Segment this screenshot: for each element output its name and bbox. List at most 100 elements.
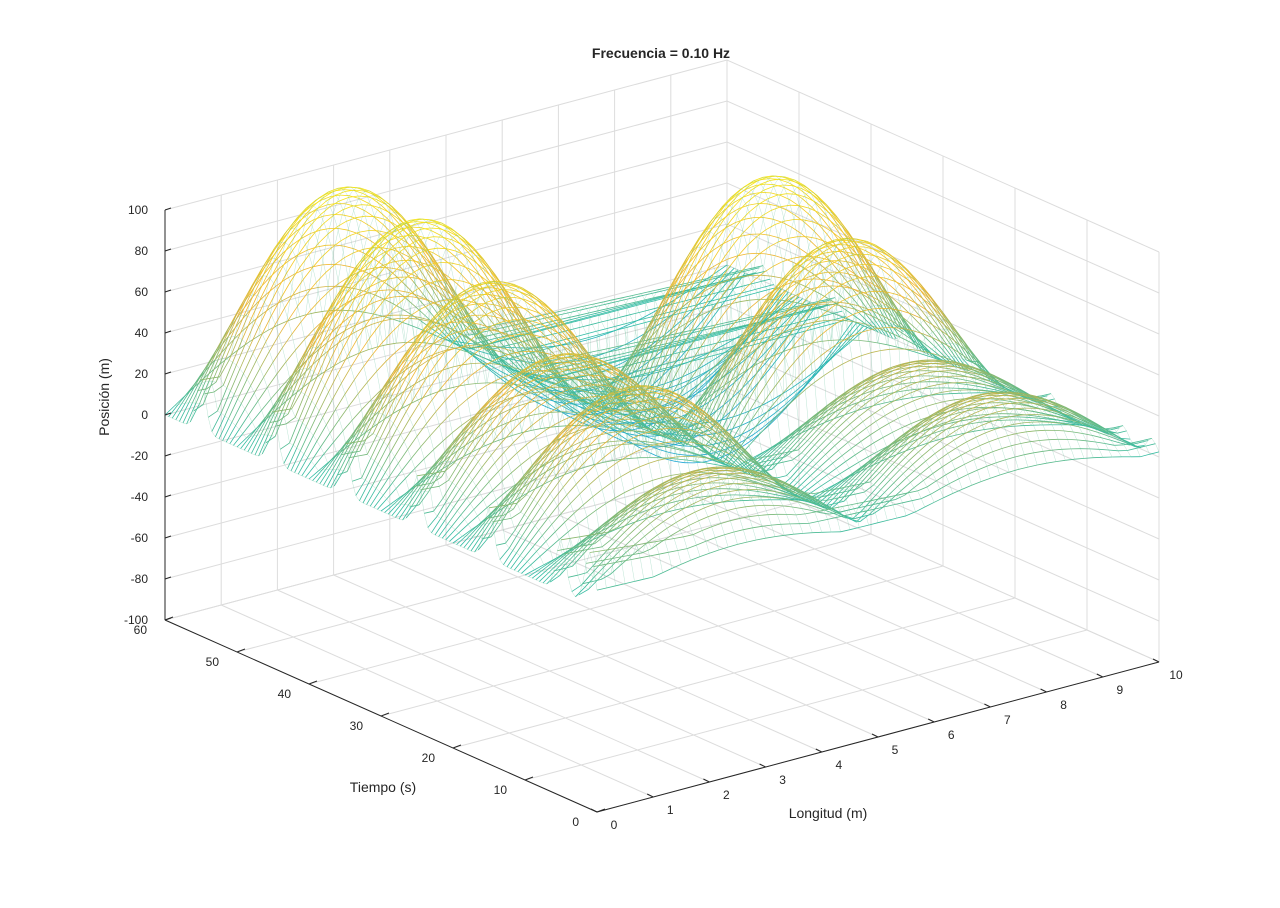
- surface-mesh-segment: [399, 320, 409, 325]
- surface-mesh-segment: [696, 335, 707, 339]
- surface-mesh-segment: [204, 360, 216, 382]
- surface-mesh-segment: [550, 398, 561, 406]
- surface-mesh-segment: [277, 272, 288, 290]
- surface-mesh-segment: [287, 306, 298, 321]
- surface-mesh-segment: [666, 350, 677, 361]
- surface-mesh-segment: [442, 257, 452, 266]
- surface-mesh-segment: [270, 387, 281, 400]
- surface-mesh-segment: [313, 215, 324, 220]
- surface-mesh-segment: [373, 265, 383, 271]
- surface-mesh-segment: [278, 413, 289, 422]
- surface-mesh-segment: [282, 250, 293, 267]
- surface-mesh-segment: [384, 296, 395, 300]
- surface-mesh-segment: [406, 298, 416, 308]
- surface-mesh-segment: [659, 286, 670, 290]
- surface-mesh-segment: [207, 410, 218, 418]
- surface-mesh-segment: [250, 367, 261, 386]
- surface-mesh-segment: [328, 187, 339, 193]
- surface-mesh-segment: [601, 430, 612, 436]
- surface-mesh-segment: [367, 346, 378, 351]
- surface-mesh-segment: [608, 360, 619, 365]
- surface-mesh-segment: [253, 275, 264, 295]
- surface-mesh-segment: [690, 387, 701, 396]
- surface-mesh-segment: [204, 391, 215, 395]
- surface-mesh-segment: [175, 403, 186, 420]
- surface-mesh-segment: [579, 312, 589, 316]
- surface-mesh-segment: [375, 298, 385, 303]
- surface-mesh-segment: [371, 197, 382, 206]
- surface-mesh-segment: [462, 245, 473, 257]
- surface-mesh-segment: [409, 218, 420, 221]
- surface-mesh-segment: [626, 304, 637, 308]
- surface-mesh-segment: [432, 286, 442, 295]
- surface-mesh-segment: [292, 236, 303, 251]
- surface-mesh-segment: [429, 265, 439, 271]
- surface-mesh-segment: [253, 421, 264, 437]
- surface-mesh-segment: [340, 264, 351, 268]
- surface-mesh-segment: [683, 309, 694, 313]
- surface-mesh-segment: [260, 416, 271, 435]
- surface-mesh-segment: [346, 311, 357, 320]
- surface-mesh-segment: [711, 301, 722, 306]
- surface-mesh-segment: [747, 272, 758, 276]
- surface-mesh-segment: [229, 429, 240, 445]
- surface-mesh-segment: [336, 220, 347, 228]
- surface-mesh-segment: [352, 189, 363, 194]
- surface-mesh-segment: [646, 351, 656, 355]
- surface-mesh-segment: [383, 298, 394, 305]
- surface-mesh-segment: [814, 306, 825, 310]
- grid-line: [164, 141, 1160, 335]
- surface-mesh-segment: [612, 356, 622, 360]
- surface-mesh-segment: [508, 313, 520, 331]
- surface-mesh-segment: [617, 306, 627, 310]
- surface-mesh-segment: [639, 309, 649, 313]
- surface-mesh-segment: [668, 323, 679, 332]
- surface-mesh-segment: [182, 402, 193, 424]
- surface-mesh-segment: [439, 334, 450, 342]
- surface-mesh-segment: [381, 247, 392, 250]
- surface-mesh-segment: [331, 188, 342, 193]
- surface-mesh-segment: [545, 333, 555, 337]
- surface-mesh-segment: [436, 242, 447, 250]
- surface-mesh-segment: [400, 219, 411, 225]
- surface-mesh-segment: [554, 395, 565, 405]
- surface-mesh-segment: [415, 249, 426, 259]
- surface-mesh-segment: [275, 386, 286, 403]
- surface-mesh-segment: [478, 360, 489, 368]
- surface-mesh-segment: [374, 294, 385, 300]
- surface-mesh-segment: [424, 267, 435, 284]
- surface-mesh-segment: [753, 265, 764, 269]
- surface-mesh-segment: [352, 204, 362, 207]
- surface-mesh-segment: [437, 279, 448, 291]
- surface-mesh-segment: [266, 374, 277, 388]
- surface-mesh-segment: [363, 190, 374, 195]
- surface-mesh-segment: [372, 237, 383, 249]
- surface-mesh-segment: [615, 305, 625, 309]
- surface-mesh-segment: [447, 227, 457, 236]
- surface-mesh-segment: [627, 337, 638, 344]
- surface-mesh-segment: [390, 318, 400, 320]
- surface-mesh-segment: [326, 194, 336, 202]
- surface-mesh-segment: [259, 259, 270, 278]
- surface-mesh-segment: [328, 283, 339, 292]
- surface-mesh-segment: [266, 258, 277, 277]
- surface-mesh-segment: [254, 301, 265, 323]
- surface-mesh-segment: [324, 345, 335, 354]
- surface-mesh-segment: [631, 293, 642, 296]
- surface-mesh-segment: [436, 281, 448, 299]
- surface-mesh-segment: [373, 193, 383, 200]
- surface-mesh-segment: [556, 309, 567, 313]
- surface-mesh-segment: [269, 420, 279, 423]
- surface-mesh-segment: [246, 303, 257, 314]
- surface-mesh-segment: [358, 198, 369, 204]
- surface-mesh-segment: [530, 326, 541, 330]
- surface-mesh-segment: [749, 267, 760, 271]
- surface-mesh-segment: [583, 316, 594, 320]
- surface-mesh-segment: [276, 392, 288, 414]
- surface-mesh-segment: [482, 363, 493, 373]
- surface-mesh-segment: [284, 292, 295, 309]
- surface-mesh-segment: [541, 321, 552, 325]
- surface-mesh-segment: [701, 361, 712, 368]
- surface-mesh-segment: [361, 204, 372, 206]
- surface-mesh-segment: [616, 303, 627, 307]
